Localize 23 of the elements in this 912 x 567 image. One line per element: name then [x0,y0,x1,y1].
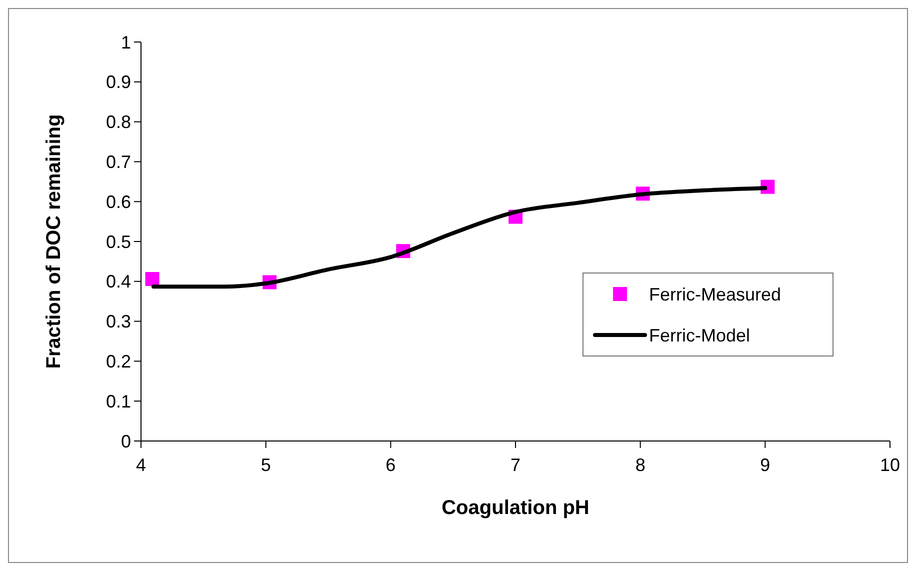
x-axis-title: Coagulation pH [442,497,590,519]
x-tick-label: 7 [510,455,521,475]
y-tick-label: 0.2 [106,352,131,372]
y-axis-title: Fraction of DOC remaining [43,114,65,369]
x-tick-label: 6 [386,455,396,475]
legend-label: Ferric-Measured [649,284,782,304]
x-tick-label: 9 [760,455,770,475]
y-tick-label: 1 [120,32,131,52]
y-tick-label: 0.9 [106,72,131,92]
x-tick-label: 8 [635,455,646,475]
x-tick-label: 4 [136,455,146,475]
y-tick-label: 0.8 [106,112,131,132]
y-tick-label: 0.6 [106,192,131,212]
y-tick-label: 0.4 [106,272,131,292]
y-tick-label: 0.7 [106,152,131,172]
y-tick-label: 0.1 [106,391,131,412]
x-tick-label: 5 [260,455,271,475]
point [145,272,160,286]
y-tick-label: 0.3 [106,312,131,332]
y-tick-label: 0.5 [106,232,131,252]
legend-label: Ferric-Model [649,325,750,346]
x-tick-label: 10 [880,455,900,475]
y-tick-label: 0 [120,431,131,452]
